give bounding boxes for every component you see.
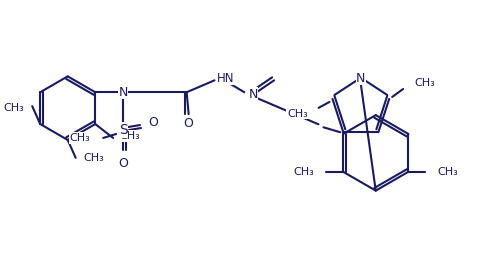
Text: S: S	[119, 123, 127, 137]
Text: N: N	[248, 88, 258, 101]
Text: CH₃: CH₃	[83, 153, 104, 163]
Text: CH₃: CH₃	[70, 133, 90, 143]
Text: CH₃: CH₃	[437, 167, 458, 177]
Text: CH₃: CH₃	[3, 103, 24, 113]
Text: O: O	[148, 115, 158, 129]
Text: O: O	[184, 117, 194, 130]
Text: N: N	[119, 86, 128, 99]
Text: CH₃: CH₃	[119, 131, 140, 141]
Text: HN: HN	[216, 72, 234, 85]
Text: CH₃: CH₃	[287, 109, 308, 119]
Text: CH₃: CH₃	[414, 78, 435, 88]
Text: CH₃: CH₃	[293, 167, 314, 177]
Text: N: N	[356, 72, 366, 85]
Text: O: O	[118, 157, 128, 170]
